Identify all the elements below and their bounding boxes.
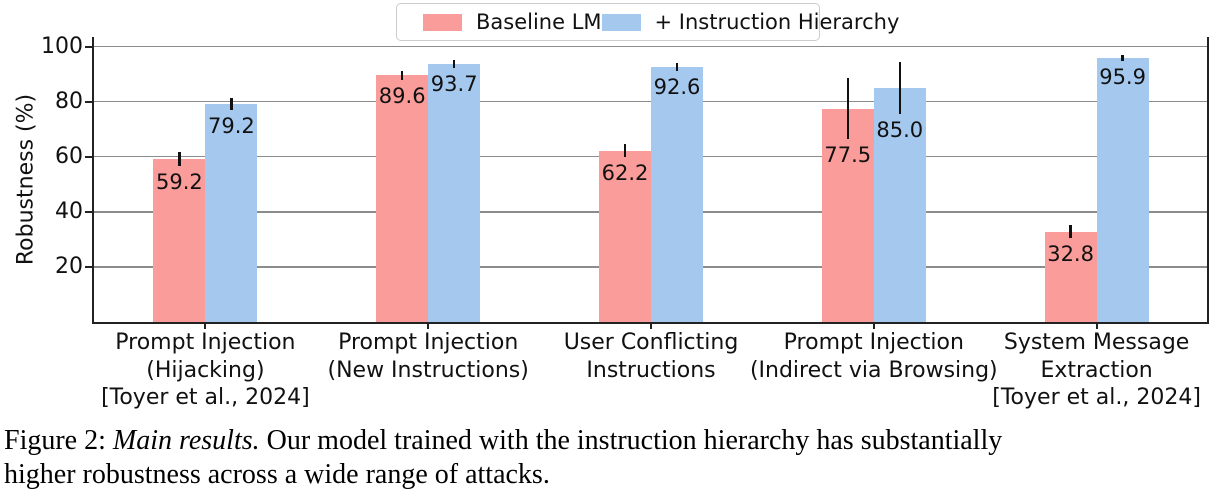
bar-instruction-hierarchy — [428, 63, 481, 322]
gridline — [94, 45, 1208, 48]
x-category-label-line: (New Instructions) — [327, 357, 529, 383]
y-tick — [85, 210, 94, 213]
x-category-label-line: (Hijacking) — [146, 357, 265, 383]
legend-label-baseline-lm: Baseline LM — [476, 10, 602, 34]
bar-chart: Robustness (%) 20 40 60 80 100 Prompt Injecti… — [14, 33, 1219, 412]
bar-baseline-lm — [153, 158, 206, 322]
bar-value-label: 59.2 — [156, 170, 203, 195]
y-tick — [85, 155, 94, 158]
error-bar — [1069, 225, 1072, 239]
x-tick — [427, 322, 430, 329]
y-tick-label: 60 — [55, 143, 83, 169]
bar-instruction-hierarchy — [651, 67, 703, 322]
bar-instruction-hierarchy — [1096, 57, 1149, 322]
x-category-label: User Conflicting Instructions — [501, 329, 801, 384]
bar-value-label: 85.0 — [876, 118, 924, 143]
x-category-label-line: Prompt Injection — [338, 330, 519, 355]
bar-baseline-lm — [821, 108, 874, 322]
y-axis-line — [92, 37, 94, 324]
error-bar — [623, 144, 627, 158]
x-category-label-line: Prompt Injection — [783, 330, 964, 355]
bar-value-label: 89.6 — [378, 83, 426, 108]
bar-value-label: 95.9 — [1099, 64, 1146, 89]
y-tick-label: 100 — [41, 33, 83, 59]
caption-figure-number: Figure 2: — [4, 425, 113, 456]
bar-instruction-hierarchy — [205, 103, 258, 322]
y-tick — [85, 100, 94, 103]
legend-item-instruction-hierarchy: + Instruction Hierarchy — [601, 10, 900, 34]
x-tick — [204, 322, 207, 329]
right-axis-line — [1207, 37, 1209, 324]
bar-value-label: 77.5 — [824, 142, 872, 167]
y-tick-label: 40 — [55, 198, 83, 224]
x-tick — [650, 322, 652, 329]
y-tick-label: 20 — [55, 253, 83, 279]
figure-caption: Figure 2: Main results. Our model traine… — [4, 424, 1219, 492]
error-bar — [675, 63, 679, 71]
caption-line-2: higher robustness across a wide range of… — [4, 459, 550, 490]
caption-italic-title: Main results. — [112, 425, 260, 456]
legend: Baseline LM + Instruction Hierarchy — [396, 3, 899, 41]
error-bar — [898, 61, 902, 115]
x-category-label: System Message Extraction [Toyer et al., 2… — [947, 329, 1219, 412]
x-tick — [1095, 322, 1098, 329]
y-tick — [85, 45, 94, 48]
error-bar — [178, 151, 181, 167]
legend-label-instruction-hierarchy: + Instruction Hierarchy — [654, 10, 900, 34]
x-category-label-line: Prompt Injection — [115, 330, 296, 355]
bar-baseline-lm — [376, 75, 429, 322]
x-category-label-line: (Indirect via Browsing) — [749, 357, 998, 383]
bar-baseline-lm — [1044, 231, 1097, 322]
caption-line-1: Figure 2: Main results. Our model traine… — [4, 424, 1219, 458]
bar-instruction-hierarchy — [873, 87, 926, 322]
error-bar — [400, 70, 404, 80]
x-category-label-line: [Toyer et al., 2024] — [992, 385, 1201, 410]
bar-value-label: 93.7 — [430, 72, 478, 97]
bar-value-label: 32.8 — [1047, 242, 1094, 267]
error-bar — [452, 59, 456, 69]
baseline-lm-swatch — [423, 13, 462, 31]
x-tick — [872, 322, 875, 329]
y-tick-label: 80 — [55, 88, 83, 114]
x-category-label-line: Instructions — [586, 357, 716, 383]
x-category-label: Prompt Injection (Indirect via Browsing) — [724, 329, 1024, 384]
caption-text: Our model trained with the instruction h… — [259, 425, 1003, 456]
bar-value-label: 92.6 — [653, 74, 701, 99]
x-category-label-line: Extraction — [1040, 357, 1153, 383]
error-bar — [230, 97, 233, 111]
x-category-label-line: User Conflicting — [563, 330, 739, 355]
legend-item-baseline-lm: Baseline LM — [423, 10, 602, 34]
instruction-hierarchy-swatch — [601, 13, 641, 31]
bar-baseline-lm — [599, 150, 651, 322]
x-category-label: Prompt Injection (New Instructions) — [278, 329, 578, 384]
bar-value-label: 79.2 — [208, 114, 255, 139]
error-bar — [846, 78, 850, 139]
bar-value-label: 62.2 — [601, 161, 649, 186]
error-bar — [1121, 55, 1124, 61]
x-category-label-line: System Message — [1003, 330, 1190, 355]
x-category-label-line: [Toyer et al., 2024] — [101, 385, 310, 410]
x-category-label: Prompt Injection (Hijacking) [Toyer et al.… — [55, 329, 355, 412]
y-tick — [85, 265, 94, 268]
